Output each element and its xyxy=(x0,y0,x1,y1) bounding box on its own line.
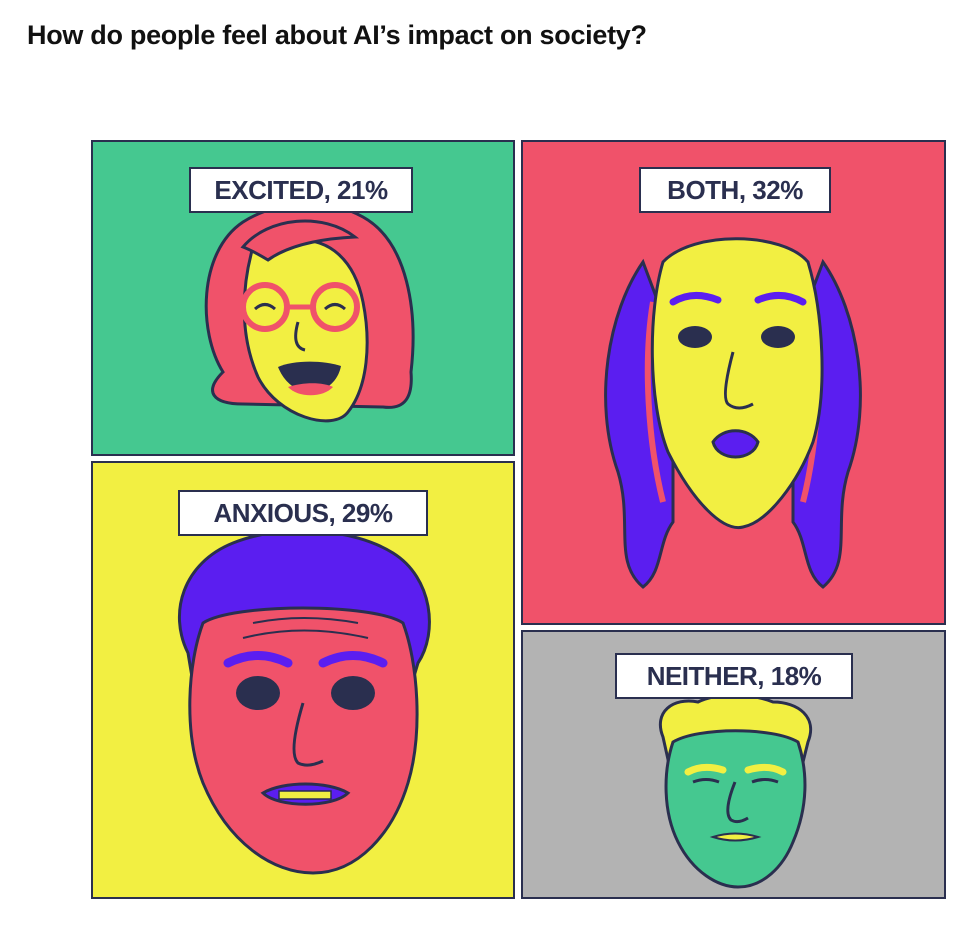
panel-excited: EXCITED, 21% xyxy=(91,140,515,456)
panel-both: BOTH, 32% xyxy=(521,140,946,625)
chart-title: How do people feel about AI’s impact on … xyxy=(27,20,647,50)
both-face-icon xyxy=(523,142,944,623)
label-both: BOTH, 32% xyxy=(639,167,831,213)
label-excited: EXCITED, 21% xyxy=(189,167,413,213)
label-neither: NEITHER, 18% xyxy=(615,653,853,699)
label-anxious: ANXIOUS, 29% xyxy=(178,490,428,536)
panel-anxious: ANXIOUS, 29% xyxy=(91,461,515,899)
panel-neither: NEITHER, 18% xyxy=(521,630,946,899)
